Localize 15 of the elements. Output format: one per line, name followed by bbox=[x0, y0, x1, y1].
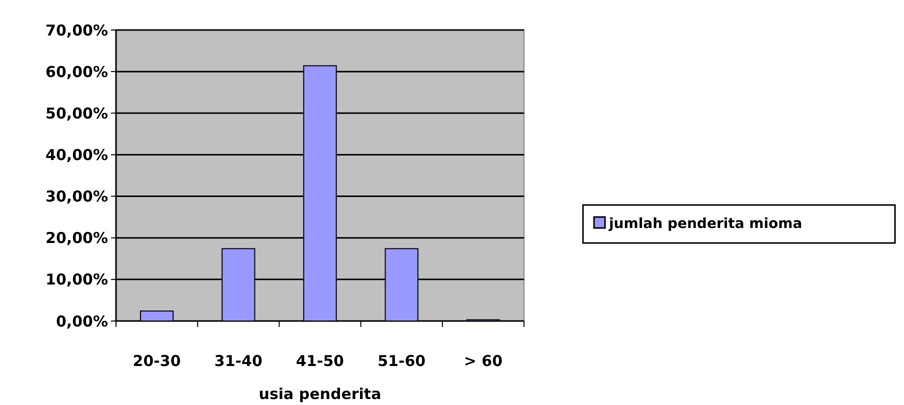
x-tick-label: 41-50 bbox=[296, 352, 344, 370]
y-tick-label: 30,00% bbox=[46, 188, 108, 206]
y-tick-label: 70,00% bbox=[46, 21, 108, 40]
y-tick-label: 40,00% bbox=[46, 146, 108, 164]
x-tick-label: 20-30 bbox=[132, 352, 181, 370]
y-tick-label: 20,00% bbox=[46, 229, 108, 248]
x-tick-label: > 60 bbox=[464, 352, 503, 370]
x-tick-label: 51-60 bbox=[378, 352, 426, 370]
y-tick-label: 50,00% bbox=[46, 104, 108, 122]
legend-label: jumlah penderita mioma bbox=[608, 216, 802, 232]
x-tick-label: 31-40 bbox=[214, 352, 262, 370]
y-tick-label: 60,00% bbox=[46, 62, 108, 81]
x-axis-title: usia penderita bbox=[258, 385, 382, 403]
y-tick-label: 0,00% bbox=[56, 312, 108, 330]
y-tick-label: 10,00% bbox=[46, 270, 108, 289]
